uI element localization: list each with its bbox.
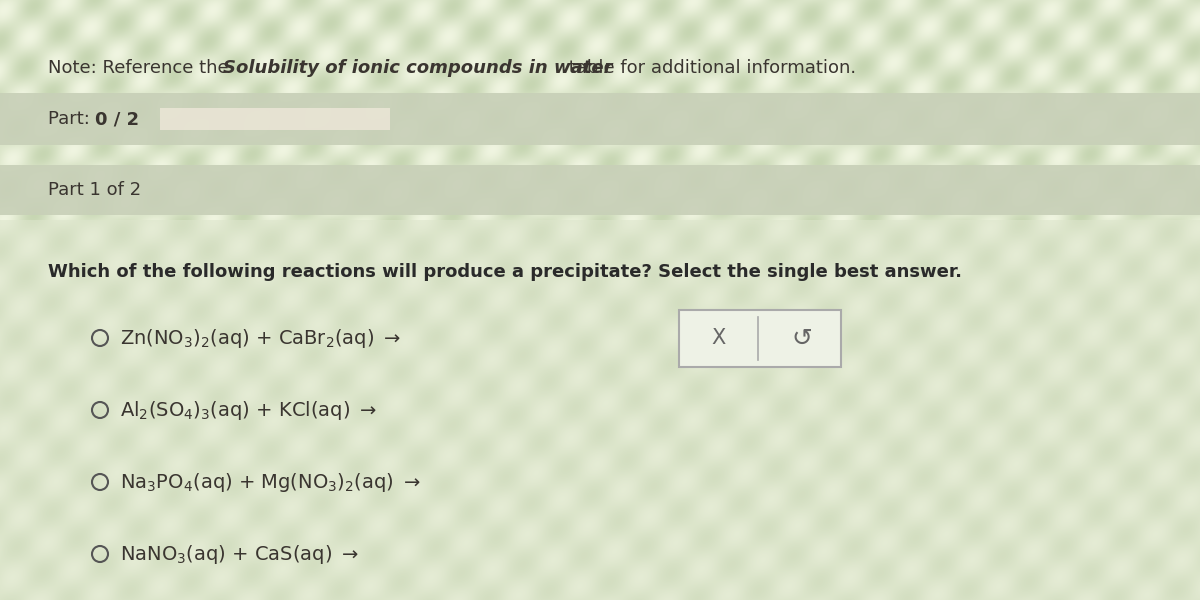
Text: Which of the following reactions will produce a precipitate? Select the single b: Which of the following reactions will pr… [48, 263, 962, 281]
Text: Part:: Part: [48, 110, 96, 128]
Text: Zn(NO$_3$)$_2$(aq) + CaBr$_2$(aq) $\rightarrow$: Zn(NO$_3$)$_2$(aq) + CaBr$_2$(aq) $\righ… [120, 326, 401, 349]
Text: Al$_2$(SO$_4$)$_3$(aq) + KCl(aq) $\rightarrow$: Al$_2$(SO$_4$)$_3$(aq) + KCl(aq) $\right… [120, 398, 377, 421]
Text: Note: Reference the: Note: Reference the [48, 59, 234, 77]
Bar [0, 165, 1200, 215]
Bar [0, 220, 1200, 600]
Bar [160, 108, 390, 130]
Text: NaNO$_3$(aq) + CaS(aq) $\rightarrow$: NaNO$_3$(aq) + CaS(aq) $\rightarrow$ [120, 542, 359, 565]
Text: 0 / 2: 0 / 2 [95, 110, 139, 128]
Bar [0, 93, 1200, 145]
Text: table for additional information.: table for additional information. [563, 59, 856, 77]
Text: X: X [710, 329, 725, 349]
Text: ↺: ↺ [792, 326, 812, 350]
Text: Solubility of ionic compounds in water: Solubility of ionic compounds in water [223, 59, 612, 77]
Text: Part 1 of 2: Part 1 of 2 [48, 181, 142, 199]
FancyBboxPatch shape [679, 310, 841, 367]
Text: Na$_3$PO$_4$(aq) + Mg(NO$_3$)$_2$(aq) $\rightarrow$: Na$_3$PO$_4$(aq) + Mg(NO$_3$)$_2$(aq) $\… [120, 470, 421, 493]
